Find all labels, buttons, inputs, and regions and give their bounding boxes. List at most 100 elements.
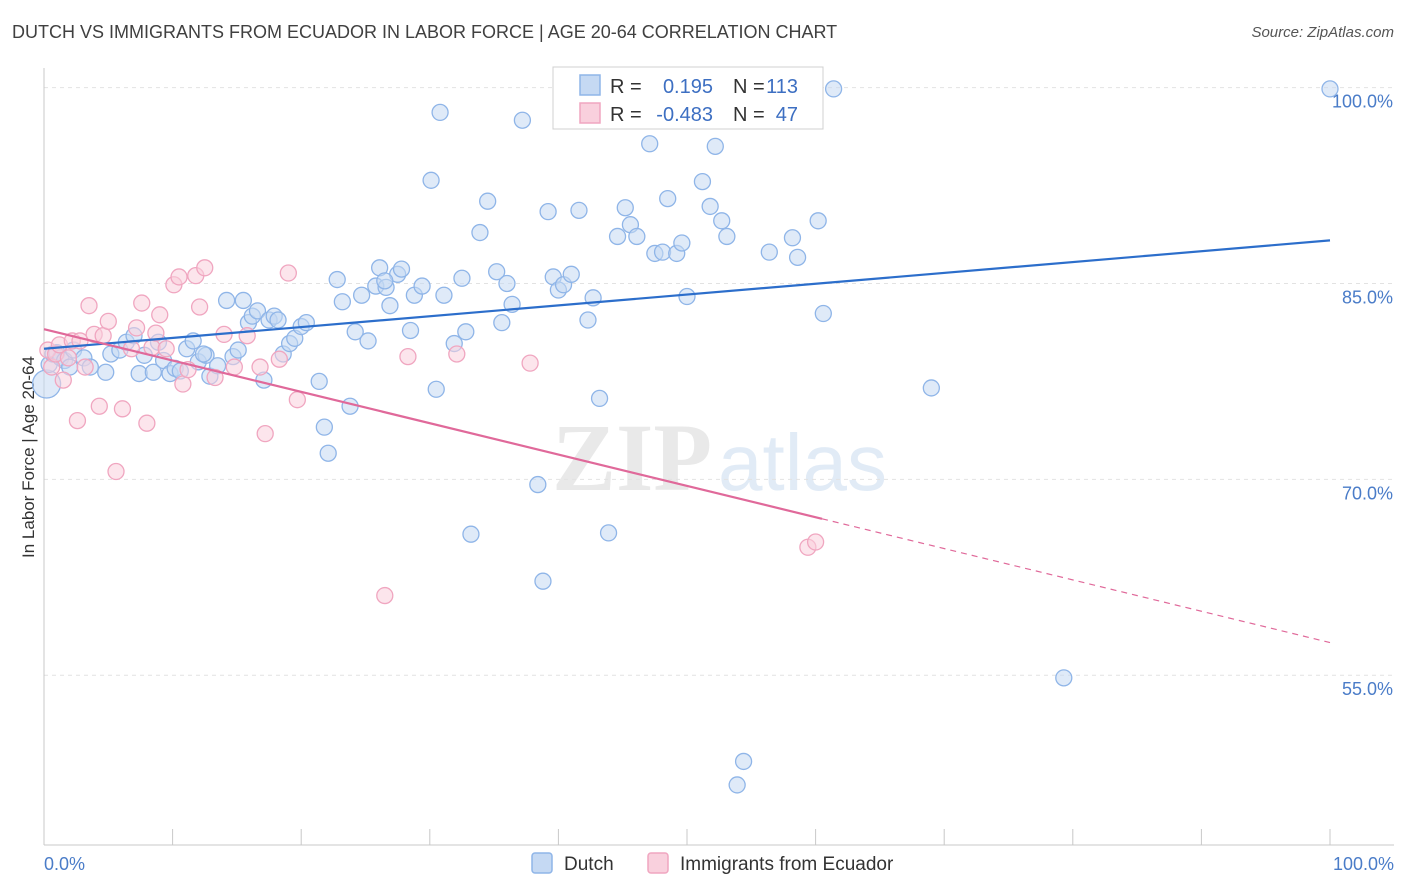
point-dutch-52 bbox=[352, 286, 371, 304]
legend-r-value-dutch: 0.195 bbox=[663, 76, 713, 98]
y-tick-label-85: 85.0% bbox=[1342, 287, 1393, 307]
x-axis-ticks bbox=[43, 829, 1331, 845]
point-dutch-110 bbox=[814, 304, 832, 323]
point-dutch-62 bbox=[413, 277, 431, 295]
chart-title: DUTCH VS IMMIGRANTS FROM ECUADOR IN LABO… bbox=[12, 22, 838, 42]
bottom-legend-label-ecuador: Immigrants from Ecuador bbox=[680, 854, 894, 875]
point-dutch-93 bbox=[628, 227, 646, 246]
point-ecuador-43 bbox=[448, 345, 466, 363]
watermark: ZIP atlas bbox=[552, 404, 887, 511]
point-dutch-32 bbox=[234, 291, 252, 310]
series-ecuador bbox=[39, 259, 825, 605]
y-axis-title: In Labor Force | Age 20-64 bbox=[19, 356, 38, 558]
point-dutch-84 bbox=[562, 265, 580, 283]
point-ecuador-22 bbox=[147, 324, 165, 342]
point-dutch-80 bbox=[539, 202, 557, 221]
point-dutch-72 bbox=[479, 192, 497, 210]
y-tick-label-100: 100.0% bbox=[1332, 92, 1393, 112]
point-dutch-112 bbox=[922, 379, 940, 397]
point-dutch-117 bbox=[376, 272, 394, 290]
point-dutch-10 bbox=[97, 363, 115, 381]
legend-r-label-dutch: R = bbox=[610, 76, 642, 98]
trendline-ecuador bbox=[43, 328, 823, 520]
source-credit: Source: ZipAtlas.com bbox=[1251, 24, 1394, 41]
point-ecuador-46 bbox=[806, 533, 825, 551]
point-dutch-69 bbox=[457, 323, 475, 341]
point-dutch-78 bbox=[529, 475, 547, 494]
point-dutch-74 bbox=[493, 313, 511, 332]
y-axis-tick-labels: 55.0% 70.0% 85.0% 100.0% bbox=[1332, 92, 1393, 700]
point-ecuador-18 bbox=[127, 319, 146, 337]
point-dutch-73 bbox=[488, 263, 506, 281]
point-ecuador-34 bbox=[225, 358, 243, 376]
point-dutch-75 bbox=[498, 274, 516, 293]
y-tick-label-55: 55.0% bbox=[1342, 679, 1393, 699]
bottom-legend-swatch-dutch bbox=[531, 852, 553, 874]
point-ecuador-37 bbox=[256, 424, 274, 443]
point-dutch-106 bbox=[760, 243, 778, 261]
point-ecuador-23 bbox=[151, 306, 169, 324]
point-ecuador-19 bbox=[133, 294, 151, 312]
point-dutch-79 bbox=[534, 572, 552, 590]
point-dutch-59 bbox=[392, 260, 411, 278]
point-dutch-111 bbox=[824, 80, 843, 98]
point-dutch-47 bbox=[319, 444, 337, 462]
point-dutch-39 bbox=[269, 311, 287, 329]
legend-n-value-dutch: 113 bbox=[766, 76, 798, 98]
point-ecuador-42 bbox=[399, 347, 417, 366]
watermark-zip: ZIP bbox=[552, 404, 712, 511]
point-dutch-60 bbox=[401, 321, 420, 340]
point-dutch-99 bbox=[693, 172, 712, 191]
watermark-atlas: atlas bbox=[718, 418, 887, 507]
point-dutch-46 bbox=[315, 418, 333, 436]
point-ecuador-15 bbox=[107, 462, 125, 481]
point-dutch-89 bbox=[599, 524, 618, 542]
y-tick-label-70: 70.0% bbox=[1342, 483, 1393, 503]
point-dutch-109 bbox=[809, 212, 827, 230]
x-tick-label-0: 0.0% bbox=[44, 854, 85, 874]
point-dutch-102 bbox=[713, 212, 731, 230]
gridlines bbox=[44, 87, 1394, 676]
point-dutch-66 bbox=[435, 286, 453, 304]
point-ecuador-7 bbox=[68, 411, 87, 430]
point-dutch-88 bbox=[590, 389, 609, 408]
point-dutch-35 bbox=[248, 302, 267, 320]
point-dutch-48 bbox=[328, 270, 346, 289]
point-dutch-91 bbox=[616, 199, 634, 217]
trendline-extension-ecuador bbox=[821, 518, 1331, 644]
legend-n-label-dutch: N = bbox=[733, 76, 765, 98]
point-dutch-116 bbox=[678, 287, 696, 306]
point-dutch-108 bbox=[788, 248, 807, 267]
point-dutch-105 bbox=[734, 752, 753, 771]
point-ecuador-5 bbox=[59, 349, 78, 367]
point-ecuador-26 bbox=[170, 268, 188, 286]
point-dutch-118 bbox=[194, 345, 213, 363]
point-dutch-53 bbox=[359, 332, 377, 350]
point-dutch-57 bbox=[381, 297, 399, 315]
point-dutch-94 bbox=[641, 135, 659, 153]
correlation-legend: R = 0.195 N = 113 R = -0.483 N = 47 bbox=[552, 66, 824, 130]
point-ecuador-39 bbox=[279, 264, 297, 282]
bottom-legend-swatch-ecuador bbox=[647, 852, 669, 874]
point-ecuador-31 bbox=[196, 259, 214, 277]
point-ecuador-36 bbox=[251, 358, 269, 376]
point-ecuador-40 bbox=[288, 391, 306, 409]
x-tick-label-100: 100.0% bbox=[1333, 854, 1394, 874]
point-ecuador-4 bbox=[54, 371, 72, 389]
point-dutch-64 bbox=[427, 380, 445, 398]
point-dutch-17 bbox=[144, 363, 162, 381]
point-dutch-70 bbox=[462, 525, 480, 543]
point-ecuador-41 bbox=[376, 586, 394, 605]
point-dutch-104 bbox=[728, 776, 746, 794]
point-dutch-49 bbox=[333, 293, 352, 311]
point-dutch-77 bbox=[513, 111, 532, 129]
point-dutch-51 bbox=[346, 323, 364, 341]
series-legend: Dutch Immigrants from Ecuador bbox=[531, 852, 894, 875]
point-ecuador-14 bbox=[99, 312, 117, 330]
legend-r-value-ecuador: -0.483 bbox=[656, 104, 713, 126]
point-dutch-98 bbox=[673, 234, 691, 252]
point-ecuador-44 bbox=[521, 354, 539, 372]
series-layer bbox=[31, 80, 1339, 794]
point-dutch-44 bbox=[297, 313, 315, 332]
